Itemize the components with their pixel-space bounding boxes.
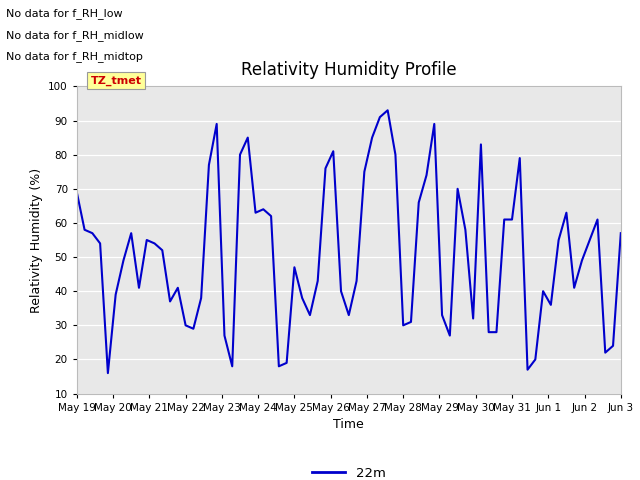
Legend: 22m: 22m (307, 462, 391, 480)
Text: No data for f_RH_low: No data for f_RH_low (6, 8, 123, 19)
Text: TZ_tmet: TZ_tmet (91, 76, 141, 86)
X-axis label: Time: Time (333, 418, 364, 431)
Text: No data for f_RH_midlow: No data for f_RH_midlow (6, 30, 144, 41)
Text: No data for f_RH_midtop: No data for f_RH_midtop (6, 51, 143, 62)
Y-axis label: Relativity Humidity (%): Relativity Humidity (%) (29, 168, 43, 312)
Title: Relativity Humidity Profile: Relativity Humidity Profile (241, 61, 456, 79)
